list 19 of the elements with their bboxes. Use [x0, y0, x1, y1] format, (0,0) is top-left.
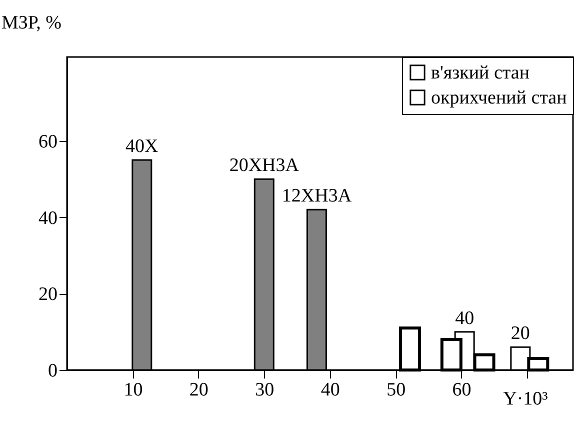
annotation: 40: [455, 308, 474, 329]
annotation: 20XH3A: [229, 155, 300, 176]
x-tick-label: 50: [386, 380, 406, 400]
annotation: 20: [510, 323, 530, 344]
annotation: 12XH3A: [282, 186, 352, 207]
legend-label: окрихчений стан: [431, 88, 567, 108]
x-tick-label: 60: [452, 380, 472, 400]
x-tick-label: 40: [320, 380, 340, 400]
annotation: 40X: [126, 136, 159, 158]
y-tick-label: 60: [38, 131, 58, 152]
x-tick-label: 30: [255, 380, 274, 400]
y-tick-label: 40: [38, 208, 58, 229]
x-tick-label: 20: [189, 380, 208, 400]
legend-label: в'язкий стан: [431, 62, 530, 84]
y-axis-title: МЗР, %: [2, 12, 62, 34]
x-axis-title: Y·10³: [503, 388, 548, 410]
y-tick-label: 0: [48, 360, 58, 382]
y-tick-label: 20: [38, 284, 58, 306]
x-tick-label: 10: [124, 380, 143, 400]
